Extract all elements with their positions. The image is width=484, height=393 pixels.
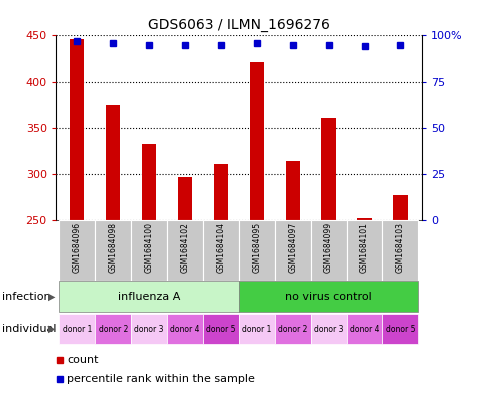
Text: ▶: ▶ xyxy=(48,324,56,334)
Text: individual: individual xyxy=(2,324,57,334)
Text: GSM1684097: GSM1684097 xyxy=(287,222,297,273)
Text: GSM1684102: GSM1684102 xyxy=(180,222,189,273)
Text: donor 3: donor 3 xyxy=(134,325,164,334)
Text: influenza A: influenza A xyxy=(118,292,180,302)
Bar xyxy=(238,220,274,281)
Text: count: count xyxy=(67,354,99,365)
Bar xyxy=(321,119,335,220)
Bar xyxy=(95,314,131,344)
Bar xyxy=(142,144,156,220)
Text: donor 1: donor 1 xyxy=(62,325,92,334)
Text: GSM1684100: GSM1684100 xyxy=(144,222,153,273)
Text: GSM1684095: GSM1684095 xyxy=(252,222,261,273)
Bar xyxy=(70,39,84,220)
Bar xyxy=(59,314,95,344)
Title: GDS6063 / ILMN_1696276: GDS6063 / ILMN_1696276 xyxy=(148,18,329,31)
Bar xyxy=(393,195,407,220)
Bar xyxy=(131,314,166,344)
Bar xyxy=(346,220,382,281)
Bar xyxy=(59,281,239,312)
Text: donor 5: donor 5 xyxy=(385,325,414,334)
Text: GSM1684098: GSM1684098 xyxy=(108,222,118,273)
Text: GSM1684099: GSM1684099 xyxy=(323,222,333,273)
Bar xyxy=(357,218,371,220)
Bar xyxy=(166,314,202,344)
Bar xyxy=(238,314,274,344)
Bar xyxy=(238,281,418,312)
Bar xyxy=(202,220,238,281)
Bar xyxy=(310,220,346,281)
Text: GSM1684103: GSM1684103 xyxy=(395,222,404,273)
Text: no virus control: no virus control xyxy=(285,292,371,302)
Bar xyxy=(166,220,202,281)
Bar xyxy=(213,164,227,220)
Text: donor 4: donor 4 xyxy=(170,325,199,334)
Text: GSM1684096: GSM1684096 xyxy=(73,222,82,273)
Bar xyxy=(106,105,120,220)
Text: GSM1684101: GSM1684101 xyxy=(359,222,368,273)
Text: donor 2: donor 2 xyxy=(277,325,307,334)
Bar xyxy=(95,220,131,281)
Bar xyxy=(178,177,192,220)
Text: donor 4: donor 4 xyxy=(349,325,378,334)
Bar xyxy=(59,220,95,281)
Bar xyxy=(274,314,310,344)
Bar xyxy=(249,62,263,220)
Bar xyxy=(382,314,418,344)
Text: infection: infection xyxy=(2,292,51,302)
Bar xyxy=(382,220,418,281)
Bar xyxy=(285,161,299,220)
Bar xyxy=(274,220,310,281)
Text: donor 3: donor 3 xyxy=(313,325,343,334)
Text: GSM1684104: GSM1684104 xyxy=(216,222,225,273)
Text: donor 2: donor 2 xyxy=(98,325,128,334)
Text: donor 5: donor 5 xyxy=(206,325,235,334)
Text: percentile rank within the sample: percentile rank within the sample xyxy=(67,374,255,384)
Text: ▶: ▶ xyxy=(48,292,56,302)
Bar xyxy=(131,220,166,281)
Bar xyxy=(202,314,238,344)
Bar xyxy=(346,314,382,344)
Bar xyxy=(310,314,346,344)
Text: donor 1: donor 1 xyxy=(242,325,271,334)
